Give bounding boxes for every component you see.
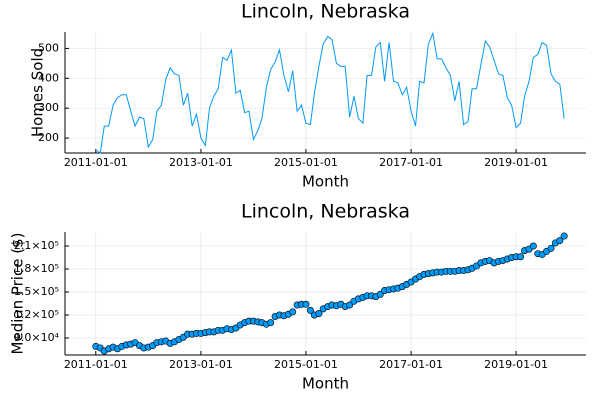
y-tick-label: 9.0×10⁴ xyxy=(14,331,60,344)
data-line xyxy=(95,31,565,154)
data-point xyxy=(560,232,568,240)
data-point xyxy=(547,244,555,252)
data-point xyxy=(517,253,525,261)
x-axis-label: Month xyxy=(302,173,349,191)
x-tick-label: 2017-01-01 xyxy=(379,358,443,371)
x-tick-label: 2019-01-01 xyxy=(484,156,548,169)
x-tick-label: 2019-01-01 xyxy=(484,358,548,371)
x-tick-label: 2017-01-01 xyxy=(379,156,443,169)
x-tick-label: 2013-01-01 xyxy=(169,358,233,371)
data-point xyxy=(529,242,537,250)
data-point xyxy=(302,300,310,308)
data-point xyxy=(346,301,354,309)
x-tick-label: 2013-01-01 xyxy=(169,156,233,169)
x-axis-label: Month xyxy=(302,375,349,393)
data-point xyxy=(376,290,384,298)
data-point xyxy=(306,306,314,314)
data-point xyxy=(315,309,323,317)
y-tick-label: 200 xyxy=(38,131,59,144)
chart-title: Lincoln, Nebraska xyxy=(241,1,410,23)
y-axis-label: Homes Sold xyxy=(29,48,47,137)
y-tick-label: 1.5×10⁵ xyxy=(14,285,59,298)
y-tick-label: 1.8×10⁵ xyxy=(14,262,59,275)
y-tick-label: 500 xyxy=(38,41,59,54)
y-axis-label: Median Price ($) xyxy=(9,233,27,355)
x-tick-label: 2011-01-01 xyxy=(64,358,128,371)
chart-title: Lincoln, Nebraska xyxy=(241,201,410,223)
y-tick-label: 2.1×10⁵ xyxy=(14,239,59,252)
x-tick-label: 2015-01-01 xyxy=(274,358,338,371)
y-tick-label: 1.2×10⁵ xyxy=(14,308,59,321)
y-tick-label: 400 xyxy=(38,71,59,84)
data-point xyxy=(267,319,275,327)
data-point xyxy=(556,237,564,245)
x-tick-label: 2015-01-01 xyxy=(274,156,338,169)
x-tick-label: 2011-01-01 xyxy=(64,156,128,169)
data-point xyxy=(289,308,297,316)
y-tick-label: 300 xyxy=(38,101,59,114)
